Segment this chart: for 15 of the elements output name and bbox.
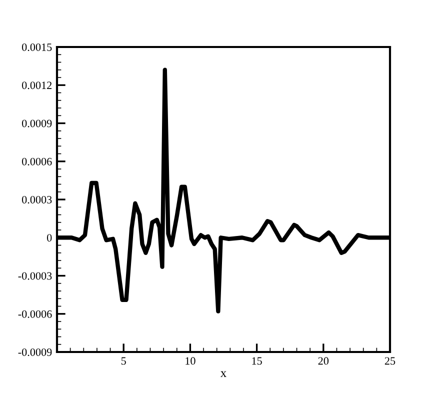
x-axis-title: x xyxy=(220,371,226,377)
y-tick-label: 0.0003 xyxy=(22,196,52,204)
y-tick-label: 0.0012 xyxy=(22,82,52,90)
y-tick-label: 0.0009 xyxy=(22,120,52,128)
x-tick-label: 5 xyxy=(121,357,126,365)
y-tick-label: -0.0006 xyxy=(18,310,52,318)
y-tick-label: 0.0015 xyxy=(22,43,52,52)
y-tick-label: 0 xyxy=(47,234,52,242)
x-tick-label: 15 xyxy=(252,357,262,365)
x-tick-label: 25 xyxy=(384,357,396,365)
x-tick-label: 10 xyxy=(186,357,196,365)
x-tick-label: 20 xyxy=(318,357,329,365)
y-tick-label: 0.0006 xyxy=(22,158,52,166)
y-tick-label: -0.0009 xyxy=(18,348,52,356)
y-tick-label: -0.0003 xyxy=(18,272,52,280)
